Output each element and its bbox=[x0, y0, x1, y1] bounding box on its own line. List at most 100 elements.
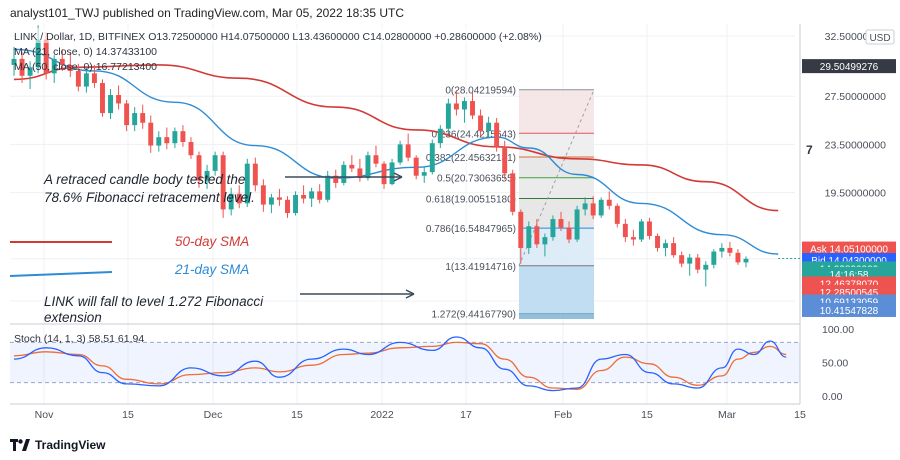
price-axis-icon: 7 bbox=[806, 143, 813, 157]
price-marker-bg bbox=[802, 59, 896, 74]
candle-body bbox=[630, 237, 636, 240]
candle-body bbox=[510, 173, 516, 212]
candle-body bbox=[108, 95, 113, 114]
fib-level-label: 0.236(24.4215643) bbox=[431, 129, 516, 140]
fib-level-label: 1(13.41914716) bbox=[445, 262, 516, 273]
candle-body bbox=[598, 199, 604, 216]
candle-body bbox=[19, 58, 25, 76]
ma50-line bbox=[13, 64, 779, 212]
candle-body bbox=[365, 155, 371, 179]
ma21-line bbox=[13, 48, 779, 255]
candle-body bbox=[445, 103, 451, 129]
candle-body bbox=[156, 137, 162, 146]
moving-averages bbox=[13, 48, 779, 255]
candle-body bbox=[582, 203, 588, 210]
stochastic-pane: Stoch (14, 1, 3) 58.51 61.94 100.00 50.00 0… bbox=[10, 324, 854, 403]
legend-bg bbox=[12, 28, 532, 43]
stoch-tick: 50.00 bbox=[822, 358, 848, 370]
candle-body bbox=[212, 155, 218, 171]
candle-body bbox=[252, 163, 258, 186]
candle-body bbox=[27, 67, 33, 76]
candle-body bbox=[204, 170, 210, 181]
candle-body bbox=[711, 251, 717, 265]
candle-body bbox=[132, 113, 138, 126]
price-marker-label: 14:16:58 bbox=[830, 270, 869, 281]
candle-body bbox=[164, 137, 170, 144]
price-marker-label: 29.50499276 bbox=[820, 62, 879, 73]
candle-body bbox=[413, 157, 419, 176]
time-tick: Mar bbox=[718, 409, 737, 421]
candle-body bbox=[51, 58, 57, 74]
candle-body bbox=[663, 243, 669, 248]
price-axis[interactable]: 32.5000000027.5000000023.5000000019.5000… bbox=[778, 24, 900, 404]
candle-body bbox=[333, 175, 339, 183]
annotation-fall-line2: extension bbox=[44, 310, 102, 325]
candle-body bbox=[606, 199, 612, 206]
candle-body bbox=[542, 237, 548, 245]
price-marker-label: 12.28500545 bbox=[820, 288, 879, 299]
candle-body bbox=[140, 113, 146, 123]
candle-body bbox=[421, 172, 427, 176]
fib-extension-block bbox=[519, 313, 594, 319]
candle-body bbox=[325, 175, 331, 200]
candle-body bbox=[285, 199, 290, 214]
candle-body bbox=[67, 64, 73, 71]
price-marker-bg bbox=[802, 302, 896, 317]
time-tick: Nov bbox=[35, 409, 54, 421]
published-by-text: analyst101_TWJ published on TradingView.… bbox=[10, 6, 404, 20]
time-tick: 15 bbox=[641, 409, 653, 421]
chart-legend: LINK / Dollar, 1D, BITFINEX O13.72500000… bbox=[12, 28, 542, 73]
candle-body bbox=[276, 197, 282, 200]
legend-sma21-swatch bbox=[9, 271, 113, 277]
candle-body bbox=[703, 264, 709, 270]
fib-trend-line bbox=[518, 89, 595, 266]
publication-header: analyst101_TWJ published on TradingView.… bbox=[0, 0, 900, 26]
candle-body bbox=[75, 70, 81, 87]
candle-body bbox=[180, 131, 186, 142]
candle-body bbox=[293, 194, 299, 214]
candle-body bbox=[453, 103, 459, 110]
candle-body bbox=[228, 193, 234, 210]
footer: TradingView bbox=[0, 432, 900, 460]
candle-body bbox=[550, 219, 556, 238]
candle-body bbox=[727, 247, 733, 253]
candle-body bbox=[743, 258, 749, 263]
fib-level-label: 0(28.04219594) bbox=[445, 86, 516, 97]
price-axis-bg bbox=[801, 24, 900, 404]
price-tick: 27.50000000 bbox=[825, 91, 886, 103]
fib-zone bbox=[519, 228, 594, 266]
candle-body bbox=[373, 155, 379, 164]
stoch-tick: 100.00 bbox=[822, 324, 854, 336]
candle-body bbox=[502, 146, 508, 174]
annotation-retrace-line2: 78.6% Fibonacci retracement level. bbox=[44, 190, 255, 205]
price-tick: 23.50000000 bbox=[825, 139, 886, 151]
price-marker-label: Ask 14.05100000 bbox=[810, 245, 888, 256]
tradingview-logo[interactable]: TradingView bbox=[10, 438, 105, 452]
stoch-k-line bbox=[13, 336, 787, 392]
candlesticks bbox=[11, 25, 749, 287]
legend-symbol: LINK / Dollar, 1D, BITFINEX O13.72500000… bbox=[14, 31, 542, 43]
fib-level-label: 0.382(22.45632131) bbox=[426, 153, 516, 164]
fib-zone bbox=[519, 133, 594, 157]
candle-body bbox=[317, 191, 323, 200]
candle-body bbox=[486, 122, 492, 132]
candle-body bbox=[614, 205, 620, 224]
candle-body bbox=[220, 155, 226, 210]
price-tick: 19.50000000 bbox=[825, 188, 886, 200]
fib-level-label: 0.618(19.00515180) bbox=[426, 195, 516, 206]
candle-body bbox=[11, 58, 17, 65]
fibonacci-retracement: 0(28.04219594) 0.236(24.4215643) 0.382(22.… bbox=[426, 86, 595, 321]
price-chart[interactable]: 0(28.04219594) 0.236(24.4215643) 0.382(22.… bbox=[0, 24, 900, 430]
candle-body bbox=[116, 95, 122, 104]
time-axis[interactable]: Nov 15 Dec 15 2022 17 Feb 15 Mar 15 bbox=[35, 409, 806, 421]
legend-ma21: MA (21, close, 0) 14.37433100 bbox=[14, 46, 157, 58]
annotation-retrace-line1: A retraced candle body tested the bbox=[43, 172, 245, 187]
price-marker-bg bbox=[802, 241, 896, 256]
fib-level-label: 1.272(9.44167790) bbox=[431, 310, 516, 321]
time-tick: 15 bbox=[122, 409, 134, 421]
stoch-d-line bbox=[13, 341, 787, 390]
time-tick: Feb bbox=[554, 409, 572, 421]
candle-body bbox=[638, 221, 644, 240]
candle-body bbox=[268, 197, 274, 205]
tradingview-brand-text: TradingView bbox=[35, 438, 106, 452]
